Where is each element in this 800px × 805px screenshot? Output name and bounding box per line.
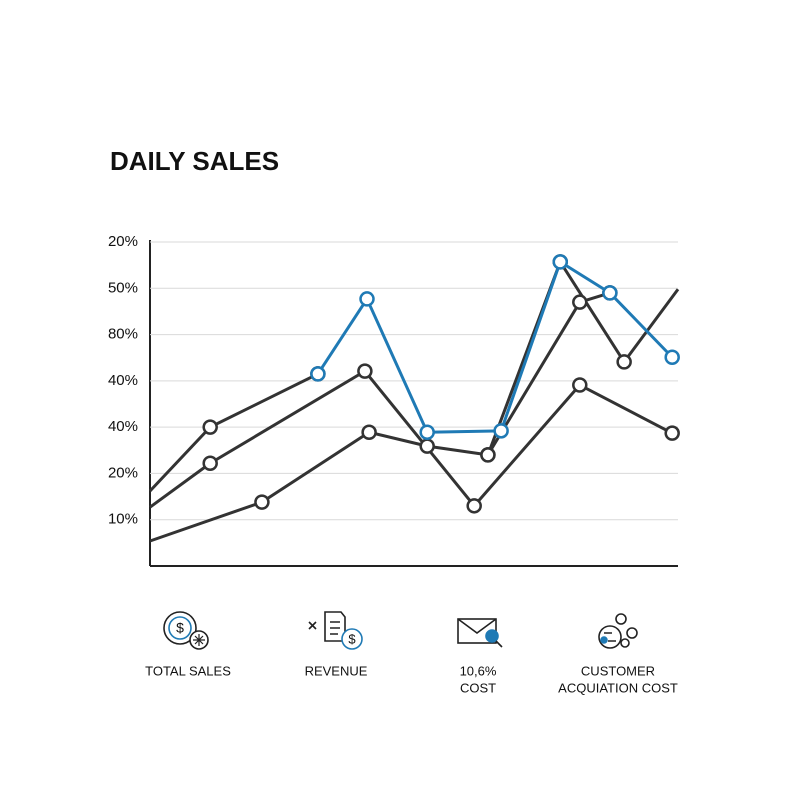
point	[419, 438, 435, 454]
y-tick-label: 80%	[108, 326, 138, 343]
footer-label: CUSTOMER	[581, 663, 655, 678]
footer-label: ACQUIATION COST	[558, 680, 678, 695]
footer-label: 10,6%	[460, 663, 497, 678]
point	[602, 285, 618, 301]
point	[572, 294, 588, 310]
y-tick-label: 20%	[108, 233, 138, 250]
point	[254, 494, 270, 510]
y-tick-label: 20%	[108, 464, 138, 481]
y-tick-label: 50%	[108, 279, 138, 296]
y-tick-label: 10%	[108, 511, 138, 528]
point	[493, 423, 509, 439]
revenue-icon: $	[308, 611, 363, 650]
point	[361, 424, 377, 440]
footer-label: REVENUE	[305, 663, 368, 678]
footer-label: TOTAL SALES	[145, 663, 231, 678]
cost-icon	[457, 618, 503, 648]
point	[552, 254, 569, 270]
svg-text:$: $	[176, 620, 184, 636]
total-sales-icon: $	[163, 611, 209, 650]
acquisition-icon	[598, 613, 638, 649]
series-line	[149, 260, 680, 543]
point	[359, 291, 375, 307]
point	[480, 447, 496, 463]
point	[572, 377, 588, 393]
point	[419, 424, 435, 440]
series-line	[149, 369, 673, 509]
chart-title: DAILY SALES	[110, 146, 279, 176]
point	[202, 419, 218, 435]
point	[357, 363, 373, 379]
y-tick-label: 40%	[108, 418, 138, 435]
footer-label: COST	[460, 680, 496, 695]
y-tick-label: 40%	[108, 372, 138, 389]
svg-text:$: $	[348, 631, 356, 646]
icons: $ $	[163, 611, 638, 650]
point	[310, 366, 326, 382]
point	[466, 498, 482, 514]
point	[664, 425, 680, 441]
point	[202, 455, 218, 471]
point	[616, 354, 632, 370]
point	[664, 349, 680, 366]
